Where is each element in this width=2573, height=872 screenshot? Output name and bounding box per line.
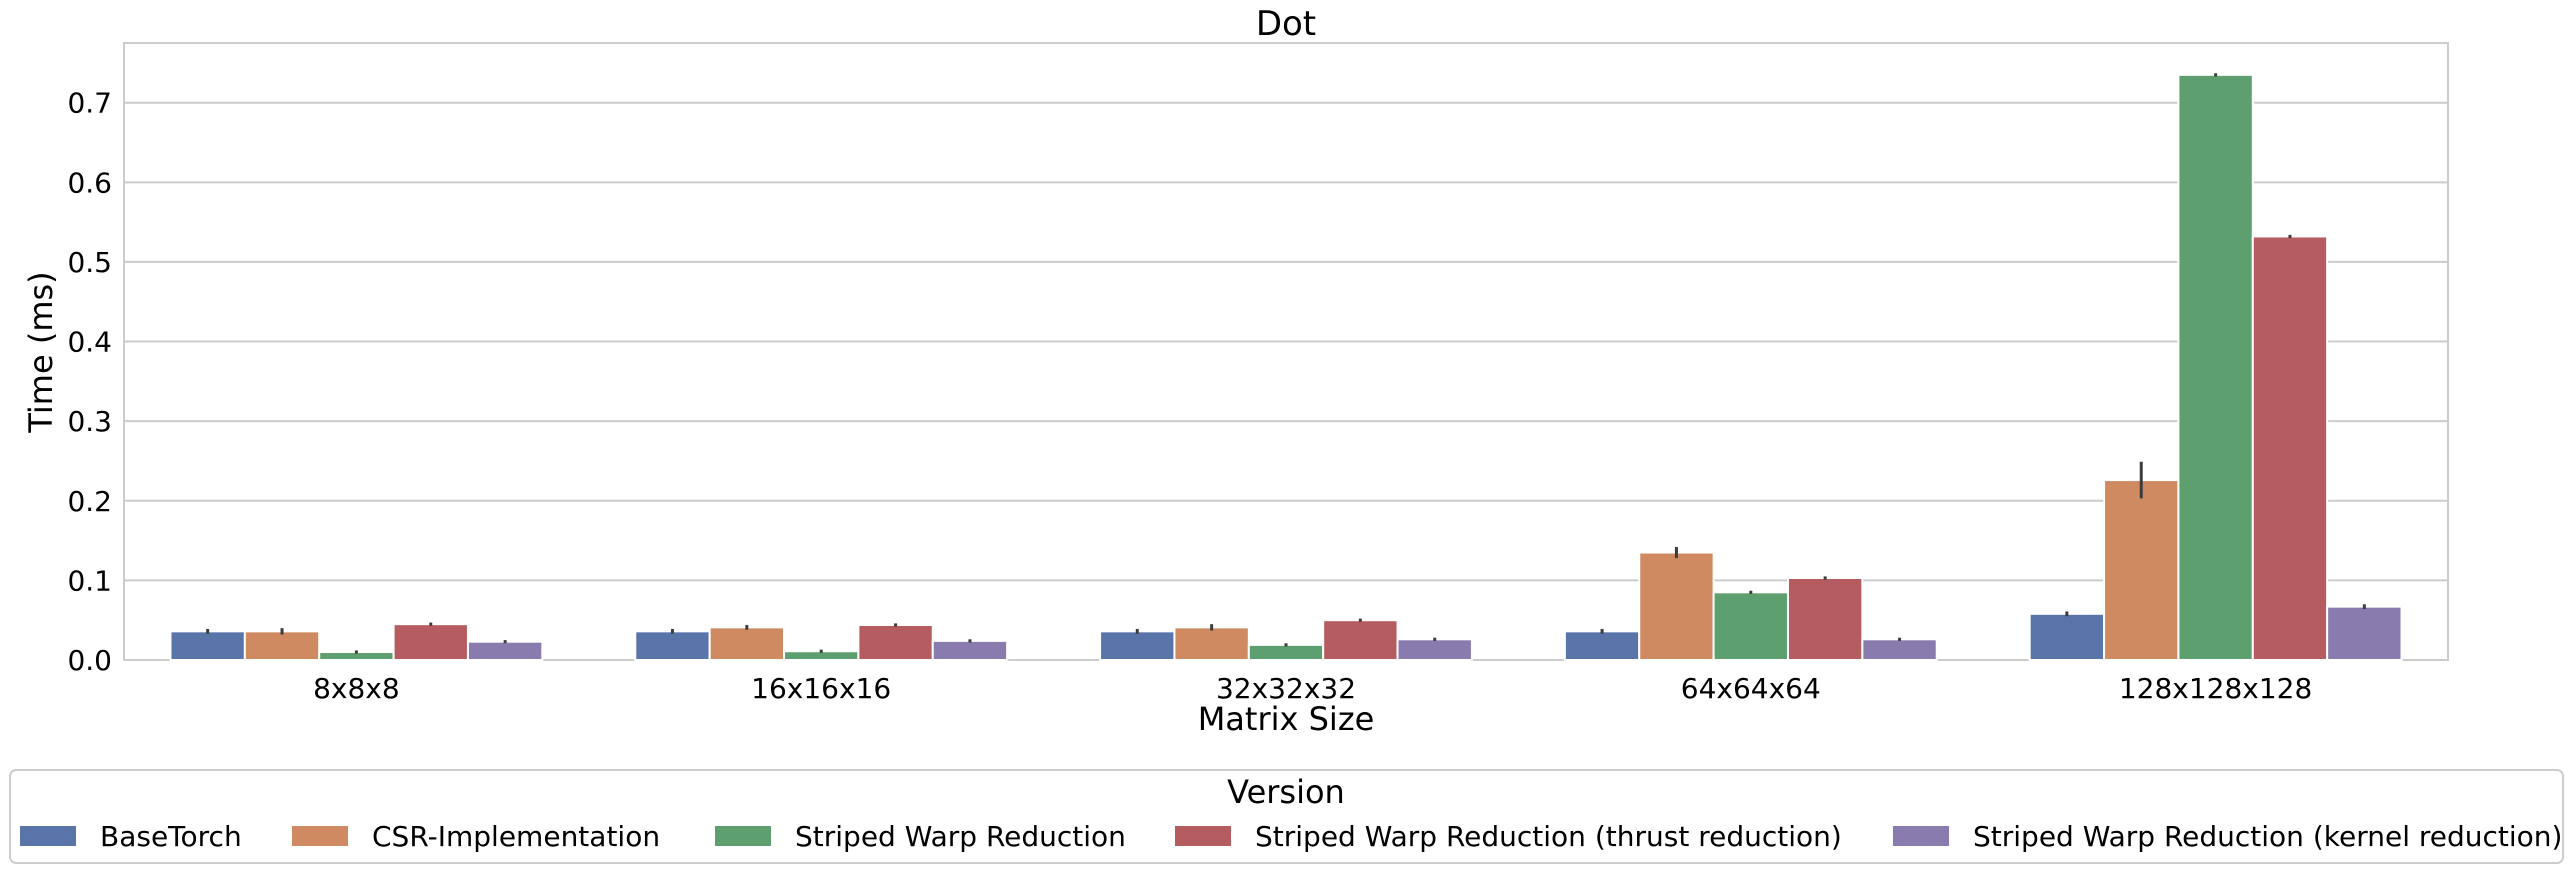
gridlines — [124, 101, 2448, 661]
x-axis: 8x8x8 16x16x16 32x32x32 64x64x64 128x128x128 — [313, 672, 2312, 705]
legend-swatch — [715, 826, 771, 846]
y-tick-label: 0.1 — [67, 564, 112, 597]
legend-swatch — [1893, 826, 1949, 846]
legend-label: Striped Warp Reduction — [795, 820, 1126, 853]
bar — [1563, 630, 1641, 661]
bar — [1173, 626, 1250, 661]
bar — [2028, 612, 2106, 662]
bar — [2251, 235, 2329, 661]
bar — [466, 640, 544, 661]
bar — [1638, 551, 1715, 661]
legend-label: BaseTorch — [100, 820, 242, 853]
legend-title: Version — [1227, 773, 1345, 811]
bar — [2326, 605, 2403, 662]
bar — [243, 630, 321, 661]
y-tick-label: 0.6 — [67, 166, 112, 199]
chart-title: Dot — [1256, 4, 1316, 44]
bars — [169, 73, 2403, 662]
bar — [931, 639, 1009, 661]
y-axis: 0.0 0.1 0.2 0.3 0.4 0.5 0.6 0.7 — [67, 87, 112, 677]
y-tick-label: 0.3 — [67, 405, 112, 438]
bar — [1786, 576, 1864, 662]
plot-frame — [123, 42, 2449, 661]
legend-label: CSR-Implementation — [372, 820, 660, 853]
bar — [1396, 638, 1473, 662]
bar — [1322, 619, 1399, 661]
legend-swatch — [20, 826, 76, 846]
bar — [634, 630, 711, 661]
x-tick-label: 8x8x8 — [313, 672, 400, 705]
bar — [1099, 630, 1176, 661]
y-tick-label: 0.4 — [67, 326, 112, 359]
legend: Version BaseTorch CSR-Implementation Strip… — [9, 769, 2564, 864]
y-tick-label: 0.7 — [67, 87, 112, 120]
bar — [708, 626, 786, 661]
x-tick-label: 64x64x64 — [1681, 672, 1821, 705]
legend-swatch — [1175, 826, 1231, 846]
x-tick-label: 128x128x128 — [2119, 672, 2312, 705]
x-tick-label: 16x16x16 — [751, 672, 891, 705]
y-tick-label: 0.0 — [67, 644, 112, 677]
legend-swatch — [292, 826, 348, 846]
y-axis-label: Time (ms) — [22, 271, 60, 433]
bar — [392, 623, 469, 661]
bar — [169, 630, 246, 661]
legend-items: BaseTorch CSR-Implementation Striped Warp … — [20, 820, 2562, 853]
bar — [857, 623, 934, 662]
bar — [1712, 591, 1789, 662]
y-tick-label: 0.5 — [67, 246, 112, 279]
y-tick-label: 0.2 — [67, 485, 112, 518]
bar — [1861, 638, 1938, 662]
legend-label: Striped Warp Reduction (kernel reduction… — [1973, 820, 2562, 853]
x-axis-label: Matrix Size — [1198, 700, 1375, 738]
bar — [1247, 643, 1325, 661]
bar — [2103, 479, 2180, 661]
legend-label: Striped Warp Reduction (thrust reduction… — [1255, 820, 1842, 853]
bar — [2177, 73, 2254, 662]
x-tick-label: 32x32x32 — [1216, 672, 1356, 705]
